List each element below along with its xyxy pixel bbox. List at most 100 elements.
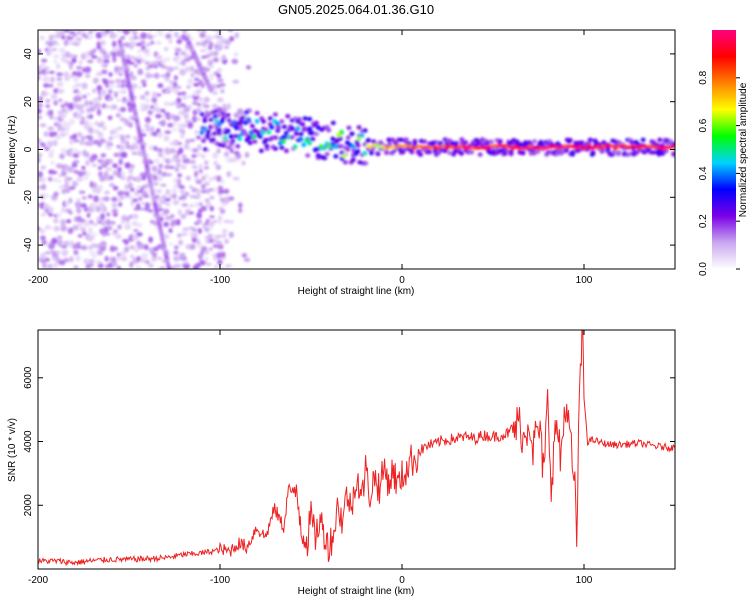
carrier-halo	[216, 127, 222, 133]
noise-cell	[120, 251, 126, 257]
noise-cell	[88, 126, 94, 134]
noise-cell	[179, 185, 186, 189]
carrier-halo	[264, 143, 270, 149]
noise-cell	[144, 123, 150, 129]
colorbar-ticks: 0.0 0.2 0.4 0.6 0.8	[698, 70, 740, 276]
noise-cell	[106, 142, 114, 147]
carrier-halo	[634, 140, 640, 146]
carrier-halo	[453, 141, 459, 147]
noise-cell	[172, 66, 180, 70]
noise-cell	[180, 91, 187, 96]
carrier-cell	[208, 124, 213, 130]
noise-cell	[135, 175, 142, 183]
carrier-halo	[275, 125, 281, 131]
noise-cell	[132, 142, 138, 146]
noise-cell	[67, 166, 74, 173]
carrier-cell	[298, 136, 304, 142]
noise-cell	[109, 245, 115, 252]
noise-cell	[76, 65, 83, 70]
noise-cell	[88, 30, 93, 34]
noise-cell	[229, 219, 234, 224]
noise-cell	[237, 108, 244, 116]
noise-cell	[39, 63, 46, 68]
noise-cell	[234, 32, 240, 39]
carrier-halo	[201, 138, 207, 143]
carrier-halo	[400, 149, 406, 155]
noise-cell	[211, 187, 218, 192]
noise-cell	[216, 44, 223, 51]
noise-cell	[76, 242, 81, 246]
noise-cell	[170, 219, 178, 226]
noise-cell	[102, 125, 107, 131]
carrier-halo	[279, 119, 285, 124]
noise-cell	[181, 203, 189, 207]
noise-cell	[147, 109, 153, 116]
carrier-halo	[412, 139, 418, 144]
noise-cell	[164, 130, 172, 134]
noise-cell	[202, 222, 207, 227]
noise-cell	[100, 213, 105, 221]
noise-cell	[80, 135, 86, 141]
noise-cell	[172, 193, 177, 200]
noise-cell	[124, 118, 130, 126]
noise-cell	[58, 98, 63, 102]
carrier-halo	[258, 148, 264, 154]
carrier-halo	[310, 136, 316, 142]
noise-cell	[204, 198, 210, 203]
carrier-halo	[532, 139, 538, 144]
noise-cell	[160, 59, 166, 65]
carrier-halo	[589, 152, 595, 157]
carrier-halo	[202, 147, 208, 152]
noise-cell	[136, 54, 143, 59]
carrier-cell	[266, 129, 272, 135]
noise-cell	[191, 165, 198, 170]
noise-cell	[148, 74, 154, 78]
noise-cell	[48, 226, 53, 230]
carrier-halo	[339, 144, 345, 149]
noise-cell	[199, 260, 207, 266]
noise-cell	[55, 63, 61, 70]
noise-cell	[208, 73, 215, 78]
carrier-cell	[289, 125, 295, 131]
snr-y-label: SNR (10 * v/v)	[7, 418, 18, 482]
carrier-halo	[593, 140, 599, 145]
noise-cell	[212, 57, 219, 63]
carrier-halo	[211, 131, 217, 136]
carrier-cell	[222, 135, 228, 141]
noise-cell	[237, 124, 243, 132]
noise-cell	[173, 89, 179, 94]
noise-cell	[204, 256, 209, 263]
noise-cell	[112, 163, 118, 169]
carrier-halo	[279, 145, 285, 150]
noise-cell	[55, 163, 63, 169]
noise-cell	[108, 72, 113, 77]
y-tick-label: 0	[23, 146, 34, 152]
noise-cell	[213, 161, 218, 166]
noise-cell	[59, 48, 66, 53]
noise-cell	[159, 183, 167, 187]
carrier-halo	[354, 139, 360, 145]
noise-cell	[183, 143, 190, 150]
noise-cell	[208, 51, 215, 57]
noise-cell	[104, 255, 109, 262]
noise-cell	[174, 166, 180, 172]
noise-cell	[72, 148, 78, 153]
noise-cell	[143, 244, 149, 251]
noise-cell	[44, 257, 51, 262]
noise-cell	[95, 260, 103, 264]
noise-cell	[84, 51, 91, 58]
carrier-cell	[237, 136, 243, 142]
noise-cell	[243, 257, 251, 262]
noise-cell	[125, 216, 130, 222]
noise-cell	[64, 121, 71, 129]
noise-cell	[88, 259, 95, 263]
noise-cell	[100, 40, 106, 46]
noise-cell	[105, 84, 110, 88]
noise-cell	[47, 47, 53, 54]
noise-cell	[143, 48, 150, 54]
noise-cell	[68, 256, 74, 263]
noise-cell	[64, 132, 70, 136]
noise-cell	[163, 101, 170, 106]
noise-cell	[140, 201, 147, 205]
carrier-cell	[202, 126, 208, 132]
